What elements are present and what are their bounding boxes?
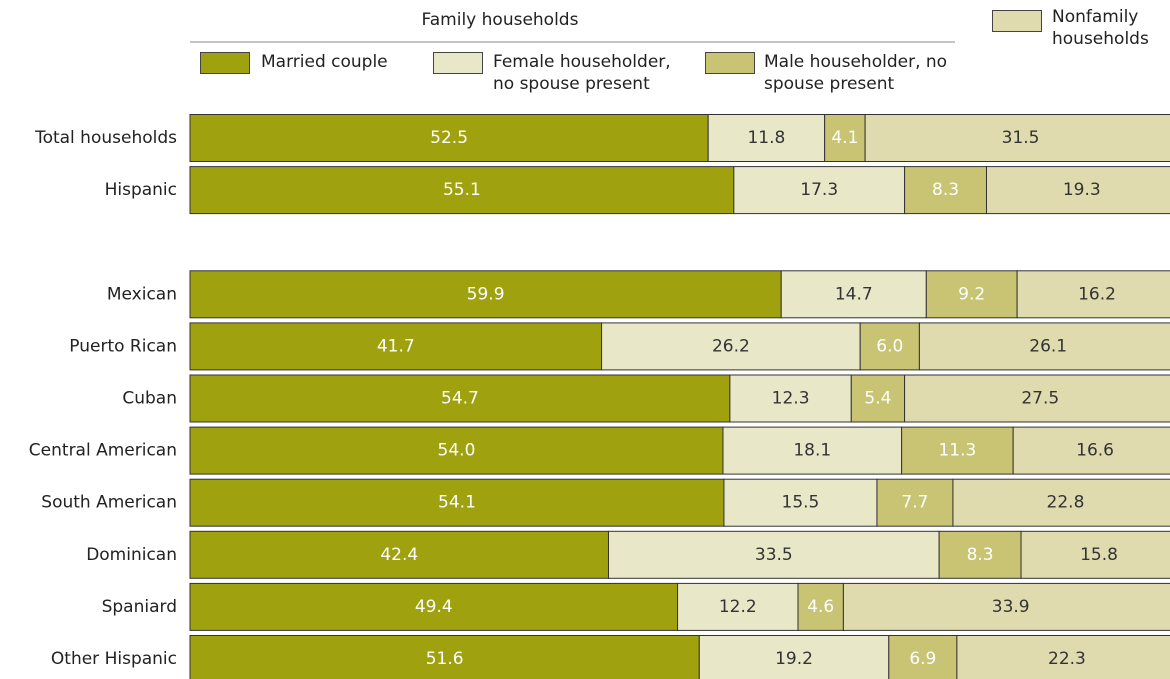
value-label: 41.7 xyxy=(377,336,415,356)
value-label: 26.1 xyxy=(1029,336,1067,356)
value-label: 26.2 xyxy=(712,336,750,356)
bar-segment xyxy=(601,322,861,371)
bar-segment xyxy=(189,478,725,527)
bar-segment xyxy=(189,426,724,475)
bar-segment xyxy=(986,166,1170,215)
bar-segment xyxy=(189,582,679,631)
value-label: 54.1 xyxy=(438,493,476,513)
legend-label: Married couple xyxy=(261,52,388,72)
bar-segment xyxy=(842,582,1170,631)
category-label: Puerto Rican xyxy=(69,336,177,356)
value-label: 22.8 xyxy=(1047,493,1085,513)
value-label: 51.6 xyxy=(426,649,464,669)
value-label: 54.0 xyxy=(438,441,476,461)
bar-segment xyxy=(722,426,903,475)
bar-segment xyxy=(850,374,906,423)
legend-swatch xyxy=(200,52,250,74)
bar-segment xyxy=(904,166,988,215)
bar-segment xyxy=(677,582,799,631)
legend-swatch xyxy=(992,10,1042,32)
value-label: 16.6 xyxy=(1076,441,1114,461)
category-label: Hispanic xyxy=(105,180,177,200)
bar-segment xyxy=(189,322,603,371)
value-label: 22.3 xyxy=(1048,649,1086,669)
category-label: Spaniard xyxy=(102,597,177,617)
legend-label: Male householder, no spouse present xyxy=(764,52,948,94)
bar-segment xyxy=(1012,426,1170,475)
value-label: 9.2 xyxy=(958,284,985,304)
bar-segment xyxy=(607,530,940,579)
value-label: 18.1 xyxy=(793,441,831,461)
value-label: 14.7 xyxy=(835,284,873,304)
bar-segment xyxy=(707,114,826,162)
value-label: 7.7 xyxy=(901,493,928,513)
value-label: 52.5 xyxy=(430,128,468,148)
bar-segment xyxy=(1020,530,1170,579)
value-label: 5.4 xyxy=(864,389,891,409)
bar-segment xyxy=(901,426,1014,475)
category-label: Other Hispanic xyxy=(51,649,177,669)
value-label: 4.6 xyxy=(807,597,834,617)
bar-segment xyxy=(733,166,906,215)
bar-segment xyxy=(723,478,878,527)
value-label: 6.9 xyxy=(909,649,936,669)
value-label: 27.5 xyxy=(1021,389,1059,409)
bar-segment xyxy=(864,114,1170,162)
legend-swatch xyxy=(705,52,755,74)
bar-segment xyxy=(797,582,844,631)
bar-segment xyxy=(956,635,1170,679)
bar-segment xyxy=(189,114,709,162)
value-label: 59.9 xyxy=(467,284,505,304)
value-label: 8.3 xyxy=(967,545,994,565)
bar-segment xyxy=(938,530,1022,579)
bar-segment xyxy=(918,322,1170,371)
bar-segment xyxy=(189,166,735,215)
value-label: 42.4 xyxy=(380,545,418,565)
value-label: 11.3 xyxy=(938,441,976,461)
legend-group-title: Family households xyxy=(422,10,579,30)
bar-segment xyxy=(904,374,1170,423)
value-label: 16.2 xyxy=(1078,284,1116,304)
category-label: Mexican xyxy=(107,284,177,304)
value-label: 55.1 xyxy=(443,180,481,200)
value-label: 33.5 xyxy=(755,545,793,565)
category-label: Central American xyxy=(29,441,177,461)
value-label: 8.3 xyxy=(932,180,959,200)
legend-label: Nonfamily households xyxy=(1052,7,1149,49)
value-label: 12.3 xyxy=(772,389,810,409)
value-label: 12.2 xyxy=(719,597,757,617)
value-label: 19.3 xyxy=(1063,180,1101,200)
bar-segment xyxy=(189,270,782,319)
value-label: 4.1 xyxy=(831,128,858,148)
value-label: 15.5 xyxy=(782,493,820,513)
value-label: 11.8 xyxy=(747,128,785,148)
bar-segment xyxy=(888,635,958,679)
bar-segment xyxy=(876,478,954,527)
legend-label: Female householder, no spouse present xyxy=(493,52,671,94)
bar-segment xyxy=(952,478,1170,527)
value-label: 31.5 xyxy=(1002,128,1040,148)
value-label: 49.4 xyxy=(415,597,453,617)
bar-segment xyxy=(1016,270,1170,319)
value-label: 6.0 xyxy=(876,336,903,356)
bar-segment xyxy=(189,374,731,423)
value-label: 17.3 xyxy=(800,180,838,200)
legend-swatch xyxy=(433,52,483,74)
category-label: Total households xyxy=(34,128,177,148)
value-label: 33.9 xyxy=(992,597,1030,617)
bar-segment xyxy=(780,270,927,319)
category-label: Dominican xyxy=(86,545,177,565)
bar-segment xyxy=(925,270,1018,319)
value-label: 54.7 xyxy=(441,389,479,409)
value-label: 15.8 xyxy=(1080,545,1118,565)
value-label: 19.2 xyxy=(775,649,813,669)
category-label: South American xyxy=(41,493,177,513)
category-label: Cuban xyxy=(122,389,177,409)
bar-segment xyxy=(824,114,866,162)
